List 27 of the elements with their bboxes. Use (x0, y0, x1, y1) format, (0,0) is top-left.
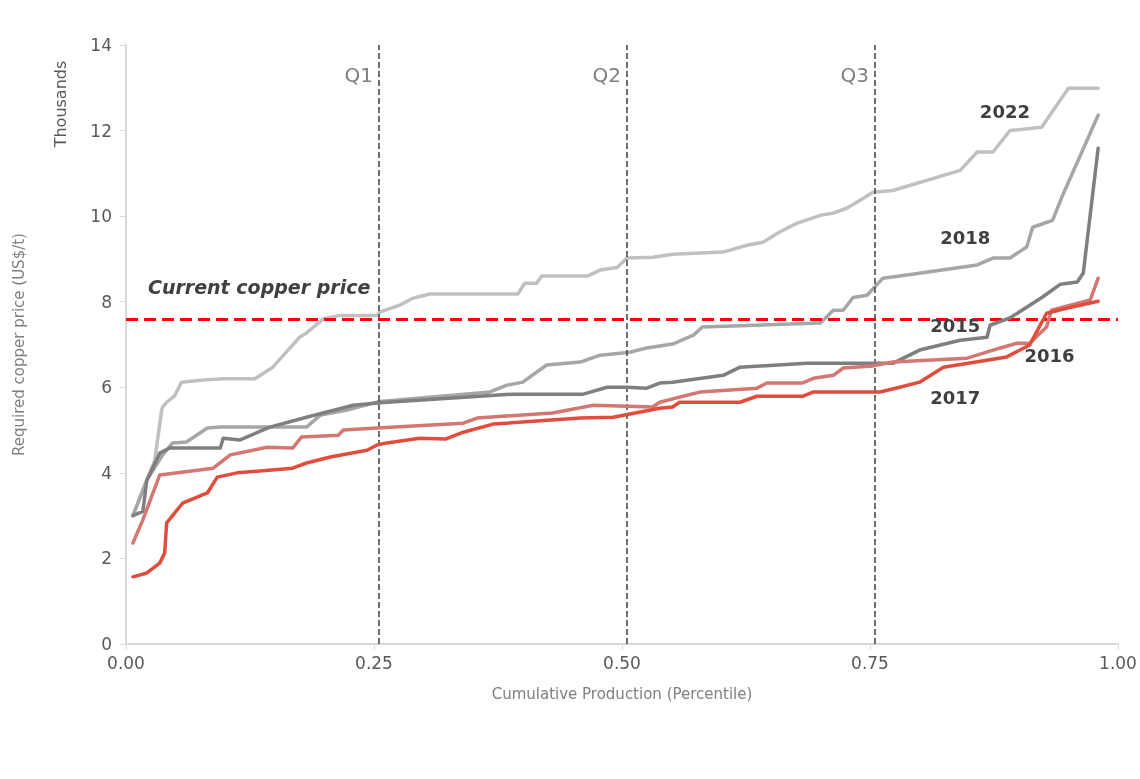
text: Thousands (50, 60, 70, 149)
y-tick-label: 6 (101, 377, 112, 398)
y-tick-label: 0 (101, 634, 112, 654)
y-tick-label: 10 (90, 206, 112, 227)
y-tick-label: 2 (101, 548, 112, 569)
series-label: 2022 (979, 100, 1030, 122)
ref-line-label: Current copper price (148, 275, 371, 298)
x-tick-label: 0.00 (107, 652, 145, 673)
ref-line-label: Q2 (592, 63, 621, 87)
series-label: 2017 (930, 387, 981, 409)
ref-line-label: Q3 (840, 63, 869, 87)
y-tick-label: 12 (90, 120, 112, 141)
y-tick-label: 14 (90, 35, 112, 55)
x-tick-label: 0.25 (355, 652, 393, 673)
series-label: 2016 (1024, 344, 1075, 366)
ref-line-label: Q1 (344, 63, 373, 87)
series-label: 2018 (940, 227, 991, 249)
series-label: 2015 (930, 314, 981, 336)
x-tick-label: 1.00 (1099, 652, 1137, 673)
line-series (131, 276, 1100, 545)
y-tick-label: 4 (101, 462, 112, 483)
x-tick-label: 0.50 (603, 652, 641, 673)
line-series (131, 299, 1100, 579)
y-axis-title: Required copper price (US$/t) (9, 233, 28, 456)
x-axis-title: Cumulative Production (Percentile) (491, 684, 753, 703)
y-tick-label: 8 (101, 291, 112, 312)
x-tick-label: 0.75 (851, 652, 889, 673)
